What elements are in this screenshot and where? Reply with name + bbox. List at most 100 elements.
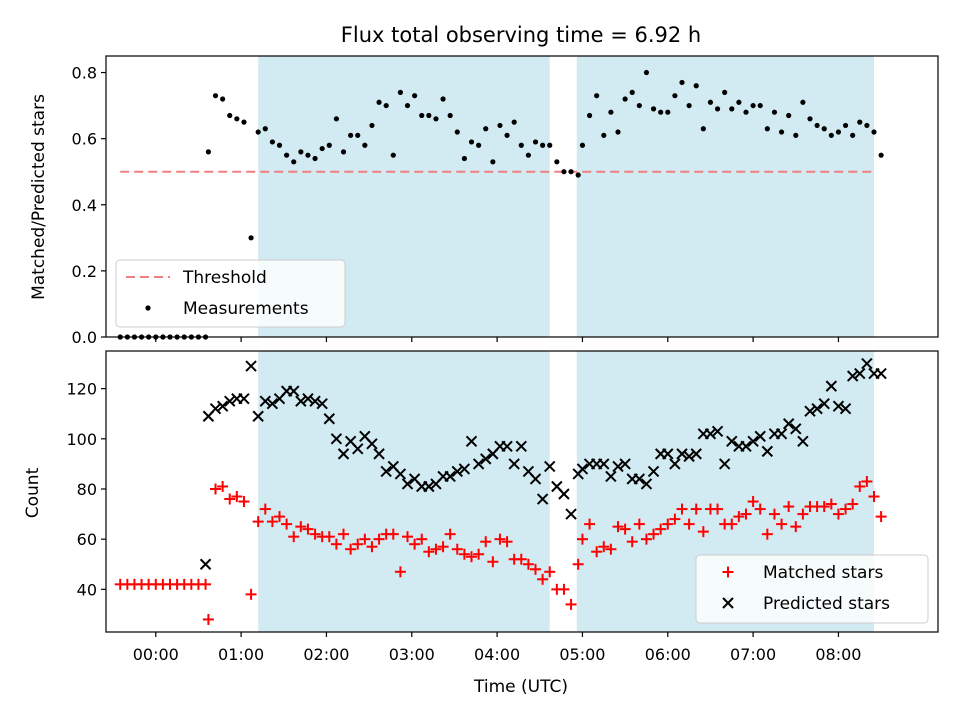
measurement-point	[362, 142, 368, 148]
measurement-point	[736, 99, 742, 105]
matched-star-point	[238, 496, 250, 508]
matched-star-point	[231, 491, 243, 503]
measurement-point	[622, 96, 628, 102]
measurement-point	[771, 109, 778, 115]
measurement-point	[778, 129, 785, 135]
matched-star-point	[868, 491, 880, 503]
measurement-point	[440, 96, 446, 102]
measurement-point	[291, 159, 297, 165]
measurement-point	[241, 119, 247, 125]
predicted-star-point	[676, 448, 688, 460]
measurement-point	[376, 99, 382, 105]
legend-predicted-label: Predicted stars	[763, 594, 890, 614]
matched-star-point	[712, 503, 724, 515]
measurement-point	[757, 102, 763, 109]
measurement-point	[714, 106, 721, 112]
legend-measurements-label: Measurements	[183, 299, 309, 319]
measurement-point	[255, 129, 261, 135]
measurement-point	[540, 142, 546, 148]
matched-star-point	[783, 501, 795, 513]
legend-predicted-swatch	[722, 597, 734, 609]
matched-star-point	[487, 556, 499, 568]
measurement-point	[476, 142, 482, 148]
measurement-point	[650, 106, 657, 112]
matched-star-point	[245, 588, 257, 600]
x-tick-label: 08:00	[815, 645, 861, 664]
matched-star-point	[359, 533, 371, 545]
predicted-star-point	[839, 402, 852, 415]
measurement-point	[878, 152, 884, 158]
predicted-star-point	[854, 367, 866, 380]
top-y-axis: 0.0 0.2 0.4 0.6 0.8	[72, 64, 106, 347]
bottom-shaded-interval	[258, 351, 550, 632]
matched-star-point	[352, 538, 364, 550]
predicted-star-point	[726, 435, 738, 448]
measurement-point	[518, 142, 524, 148]
matched-star-point	[818, 501, 830, 513]
measurement-point	[615, 129, 621, 135]
chart-title: Flux total observing time = 6.92 h	[341, 23, 701, 47]
matched-star-point	[544, 566, 556, 578]
matched-star-point	[558, 583, 570, 595]
matched-star-point	[252, 516, 264, 528]
predicted-star-point	[790, 423, 802, 435]
x-tick-label: 05:00	[559, 645, 605, 664]
measurement-point	[679, 79, 685, 86]
legend-matched-swatch	[722, 566, 734, 578]
matched-star-point	[797, 508, 809, 520]
matched-star-point	[394, 566, 406, 578]
predicted-star-point	[811, 402, 823, 415]
predicted-star-point	[612, 460, 624, 473]
predicted-star-point	[401, 478, 414, 490]
predicted-star-point	[662, 448, 674, 460]
measurement-point	[447, 112, 453, 119]
predicted-star-point	[747, 435, 759, 448]
measurement-point	[383, 102, 389, 109]
matched-star-point	[776, 518, 788, 530]
x-tick-label: 03:00	[389, 645, 435, 664]
matched-star-point	[473, 548, 485, 560]
matched-star-point	[669, 513, 681, 525]
measurement-point	[707, 99, 714, 105]
matched-star-point	[281, 518, 293, 530]
measurement-point	[390, 152, 396, 158]
measurement-point	[404, 102, 411, 109]
legend-threshold-label: Threshold	[182, 268, 267, 288]
matched-star-point	[640, 533, 652, 545]
measurement-point	[672, 93, 678, 99]
top-y-axis-label: Matched/Predicted stars	[29, 94, 49, 300]
bottom-legend: Matched stars Predicted stars	[695, 554, 929, 624]
predicted-star-point	[508, 458, 520, 470]
matched-star-point	[494, 533, 506, 545]
matched-star-point	[584, 518, 596, 530]
predicted-star-point	[775, 428, 788, 440]
measurement-point	[511, 119, 517, 125]
predicted-star-point	[711, 425, 724, 437]
measurement-point	[319, 145, 325, 152]
predicted-star-point	[245, 360, 257, 372]
measurement-point	[433, 116, 439, 122]
matched-star-point	[648, 528, 660, 540]
measurement-point	[284, 152, 290, 158]
matched-star-point	[598, 541, 610, 553]
measurement-point	[686, 102, 692, 109]
predicted-star-point	[302, 392, 314, 405]
matched-star-point	[740, 508, 752, 520]
measurement-point	[369, 122, 375, 129]
measurement-point	[864, 122, 870, 129]
matched-star-point	[847, 498, 859, 510]
predicted-star-point	[259, 395, 271, 407]
matched-star-point	[537, 573, 549, 585]
predicted-star-point	[598, 458, 610, 470]
predicted-star-point	[309, 395, 321, 407]
measurement-point	[326, 142, 332, 148]
measurement-point	[842, 122, 849, 129]
measurement-point	[298, 149, 304, 155]
matched-star-point	[295, 521, 307, 533]
matched-star-point	[840, 503, 852, 515]
top-legend-box	[115, 259, 346, 328]
measurement-point	[547, 142, 553, 148]
measurement-point	[333, 116, 339, 122]
measurement-point	[248, 235, 254, 241]
